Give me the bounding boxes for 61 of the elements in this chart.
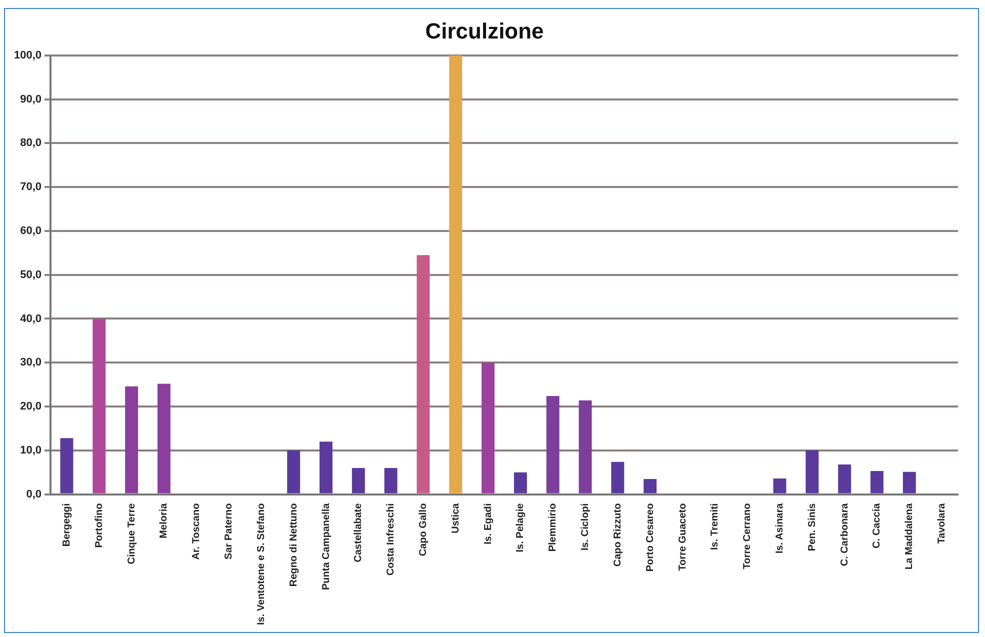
x-tick-label: Capo Rizzuto	[612, 503, 624, 567]
bar	[449, 55, 462, 494]
y-tick-label: 30,0	[20, 356, 42, 369]
bar	[902, 472, 916, 494]
bar	[287, 450, 300, 494]
x-tick-label: C. Carbonara	[839, 502, 850, 566]
bar	[838, 464, 852, 494]
x-tick-label: Costa Infreschi	[386, 503, 397, 576]
bar	[482, 362, 495, 494]
y-tick-label: 0,0	[26, 488, 42, 500]
x-tick-label: Pen. Sinis	[806, 502, 818, 552]
x-tick-label: Ar. Toscano	[191, 503, 202, 560]
x-tick-label: Meloria	[158, 502, 170, 538]
y-tick-label: 50,0	[20, 268, 42, 281]
bar	[806, 450, 819, 494]
x-tick-label: Is. Asinara	[774, 502, 786, 554]
x-tick-label: Porto Cesareo	[644, 503, 656, 572]
x-tick-label: Is. Ciclopi	[580, 503, 592, 551]
bar	[773, 478, 786, 494]
x-tick-label: Punta Campanella	[320, 502, 332, 590]
bar	[384, 468, 398, 494]
x-tick-label: Ustica	[450, 502, 462, 534]
bar	[644, 478, 657, 494]
x-tick-label: Torre Guaceto	[677, 503, 688, 571]
bar	[92, 318, 106, 494]
x-tick-label: Capo Gallo	[418, 503, 429, 556]
x-tick-label: Regno di Nettuno	[288, 503, 300, 587]
bar	[125, 386, 138, 494]
x-tick-label: Tavolara	[936, 502, 948, 544]
y-tick-label: 40,0	[20, 312, 42, 325]
x-tick-label: La Maddalena	[904, 502, 916, 570]
bar	[60, 438, 74, 494]
bar	[416, 255, 430, 494]
x-tick-label: Castellabate	[353, 502, 364, 562]
y-tick-label: 90,0	[20, 93, 42, 106]
y-tick-label: 20,0	[20, 400, 42, 413]
x-tick-label: Portofino	[94, 503, 105, 548]
bar	[611, 462, 624, 494]
x-tick-label: Cinque Terre	[126, 502, 138, 564]
bar	[578, 400, 592, 494]
x-tick-label: Bergeggi	[61, 503, 72, 547]
bar	[870, 471, 884, 494]
y-tick-label: 80,0	[20, 137, 42, 150]
y-tick-label: 100,0	[14, 49, 42, 62]
x-tick-label: Is. Ventotene e S. Stefano	[256, 503, 267, 626]
bar	[320, 442, 332, 494]
bar	[157, 384, 170, 494]
y-tick-label: 10,0	[20, 444, 42, 456]
bar	[514, 472, 527, 494]
x-tick-label: Is. Egadi	[482, 503, 494, 544]
x-tick-label: Is. Pelagie	[515, 502, 526, 552]
bar	[546, 396, 560, 494]
x-tick-label: Sar Paterno	[224, 503, 235, 560]
bar	[352, 468, 365, 494]
x-tick-label: Is. Tremiti	[710, 503, 721, 550]
y-tick-label: 60,0	[20, 224, 42, 237]
chart-title: Circulzione	[425, 18, 544, 44]
x-tick-label: Plemmirio	[548, 503, 559, 552]
y-tick-label: 70,0	[20, 181, 42, 194]
x-tick-label: C. Caccia	[872, 502, 883, 548]
x-tick-label: Torre Cerrano	[742, 503, 754, 570]
